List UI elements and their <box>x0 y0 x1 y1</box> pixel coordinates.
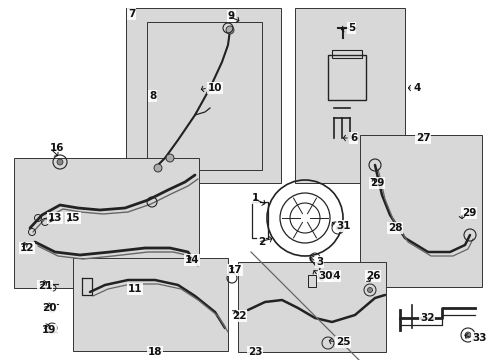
Text: 32: 32 <box>419 313 434 323</box>
Circle shape <box>335 226 339 230</box>
Bar <box>327 55 365 100</box>
Text: 24: 24 <box>325 271 340 281</box>
Text: 3: 3 <box>315 257 323 267</box>
Text: 13: 13 <box>48 213 62 223</box>
Text: 23: 23 <box>247 347 262 357</box>
Text: 30: 30 <box>317 271 332 281</box>
Text: 4: 4 <box>412 83 420 93</box>
Text: 1: 1 <box>251 193 259 203</box>
Text: 26: 26 <box>365 271 380 281</box>
Text: 29: 29 <box>369 178 384 188</box>
Circle shape <box>225 26 234 34</box>
Bar <box>307 275 315 287</box>
Text: 31: 31 <box>335 221 350 231</box>
Text: 14: 14 <box>184 255 199 265</box>
Text: 2: 2 <box>258 237 264 247</box>
Bar <box>14 158 199 288</box>
Text: 15: 15 <box>66 213 81 223</box>
Text: 11: 11 <box>128 284 142 294</box>
Text: 18: 18 <box>148 347 162 357</box>
Text: 10: 10 <box>207 83 222 93</box>
Circle shape <box>165 154 174 162</box>
Bar <box>359 135 481 287</box>
Text: 27: 27 <box>415 133 430 143</box>
Text: 21: 21 <box>38 281 52 291</box>
Bar <box>147 22 262 170</box>
Text: 8: 8 <box>149 91 156 101</box>
Text: 17: 17 <box>227 265 242 275</box>
Text: 29: 29 <box>461 208 475 218</box>
Text: 6: 6 <box>349 133 357 143</box>
Text: 25: 25 <box>335 337 350 347</box>
Circle shape <box>154 164 162 172</box>
Circle shape <box>57 159 63 165</box>
Text: 28: 28 <box>387 223 402 233</box>
Bar <box>238 262 385 352</box>
Circle shape <box>367 288 372 292</box>
Text: 16: 16 <box>50 143 64 153</box>
Bar <box>126 8 281 183</box>
Bar <box>294 8 404 183</box>
Text: 9: 9 <box>227 11 235 21</box>
Text: 12: 12 <box>20 243 35 253</box>
Bar <box>331 50 361 58</box>
Text: 19: 19 <box>42 325 56 335</box>
Bar <box>73 258 227 351</box>
Text: 5: 5 <box>347 23 354 33</box>
Text: 33: 33 <box>471 333 486 343</box>
Text: 22: 22 <box>231 311 246 321</box>
Text: 7: 7 <box>128 9 135 19</box>
Text: 20: 20 <box>42 303 57 313</box>
Circle shape <box>464 332 470 338</box>
